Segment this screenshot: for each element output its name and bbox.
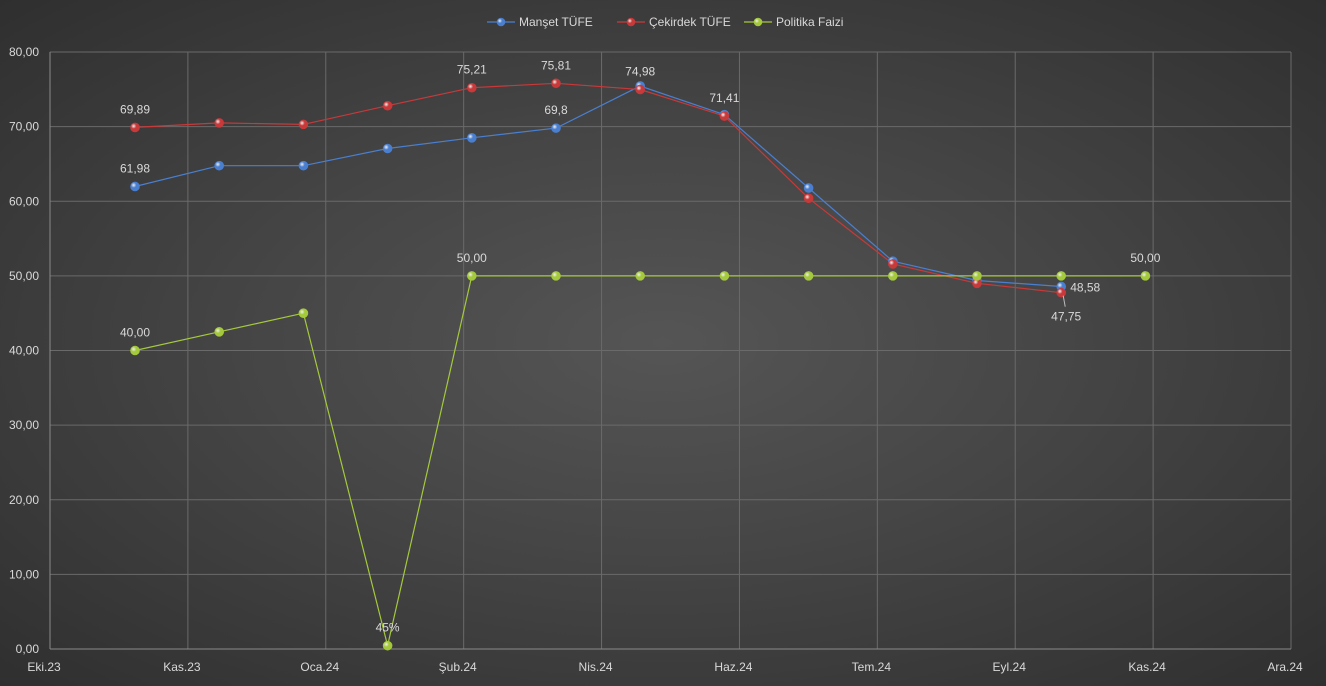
data-label: 61,98 (120, 161, 150, 175)
legend-marker (496, 17, 506, 27)
data-point (551, 271, 561, 281)
x-tick-label: Ara.24 (1267, 660, 1303, 674)
data-point (382, 100, 393, 111)
x-tick-label: Oca.24 (300, 660, 339, 674)
data-point (1140, 271, 1151, 281)
x-tick-label: Haz.24 (714, 660, 752, 674)
y-tick-label: 70,00 (9, 120, 39, 134)
data-label: 69,89 (120, 102, 150, 116)
leader-line (1062, 295, 1066, 307)
x-tick-label: Kas.24 (1128, 660, 1166, 674)
data-point (382, 143, 393, 154)
data-point (551, 123, 561, 133)
y-tick-label: 60,00 (9, 194, 39, 208)
data-point (635, 271, 646, 281)
y-tick-label: 50,00 (9, 269, 39, 283)
x-tick-label: Nis.24 (579, 660, 613, 674)
data-label: 74,98 (625, 64, 655, 78)
data-label: 75,81 (541, 58, 571, 72)
data-point (130, 345, 140, 356)
data-point (887, 271, 898, 281)
data-label: 47,75 (1051, 310, 1081, 324)
data-label: 50,00 (457, 251, 487, 265)
data-point (466, 271, 477, 281)
y-tick-label: 80,00 (9, 45, 39, 59)
data-point (466, 133, 477, 143)
data-point (719, 271, 730, 281)
data-point (298, 308, 309, 318)
data-point (1056, 271, 1066, 281)
y-tick-label: 20,00 (9, 493, 39, 507)
y-tick-label: 30,00 (9, 418, 39, 432)
y-tick-label: 40,00 (9, 344, 39, 358)
data-label: 71,41 (709, 91, 739, 105)
data-point (719, 111, 730, 121)
data-point (887, 259, 898, 269)
data-point (972, 271, 982, 281)
series-line (134, 85, 1062, 288)
data-point (466, 82, 477, 93)
y-tick-label: 0,00 (16, 642, 40, 656)
data-label: 45% (376, 621, 400, 635)
legend-label: Çekirdek TÜFE (649, 15, 731, 29)
y-tick-label: 10,00 (9, 567, 39, 581)
x-tick-label: Eyl.24 (993, 660, 1027, 674)
data-point (635, 84, 646, 95)
data-label: 50,00 (1130, 251, 1160, 265)
data-point (298, 160, 309, 171)
data-label: 75,21 (457, 63, 487, 77)
x-tick-label: Kas.23 (163, 660, 201, 674)
x-tick-label: Eki.23 (27, 660, 61, 674)
series-line (134, 275, 1146, 646)
legend-label: Manşet TÜFE (519, 15, 593, 29)
legend-marker (626, 17, 636, 27)
data-point (551, 78, 561, 89)
data-point (298, 119, 309, 130)
x-tick-label: Tem.24 (852, 660, 892, 674)
data-point (803, 193, 814, 204)
data-point (803, 183, 814, 193)
data-point (130, 122, 140, 133)
legend-marker (753, 17, 763, 27)
data-label: 48,58 (1070, 280, 1100, 294)
data-label: 69,8 (544, 103, 568, 117)
data-point (382, 640, 393, 651)
data-point (803, 271, 814, 281)
data-point (214, 118, 224, 128)
legend-label: Politika Faizi (776, 15, 843, 29)
data-point (214, 327, 224, 337)
data-point (214, 160, 224, 171)
data-point (1056, 287, 1066, 298)
data-point (130, 181, 140, 192)
series-line (134, 82, 1062, 294)
x-tick-label: Şub.24 (439, 660, 477, 674)
data-label: 40,00 (120, 326, 150, 340)
